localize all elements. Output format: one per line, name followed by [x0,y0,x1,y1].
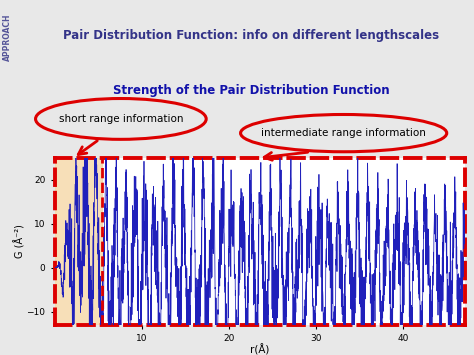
Text: APPROACH: APPROACH [3,13,11,61]
Y-axis label: G (Å⁻²): G (Å⁻²) [14,224,25,258]
Bar [55,158,102,325]
X-axis label: r(Å): r(Å) [250,344,269,355]
Text: intermediate range information: intermediate range information [261,128,426,138]
Text: Strength of the Pair Distribution Function: Strength of the Pair Distribution Functi… [113,84,390,97]
Text: short range information: short range information [59,114,183,124]
Text: Pair Distribution Function: info on different lengthscales: Pair Distribution Function: info on diff… [63,29,439,42]
